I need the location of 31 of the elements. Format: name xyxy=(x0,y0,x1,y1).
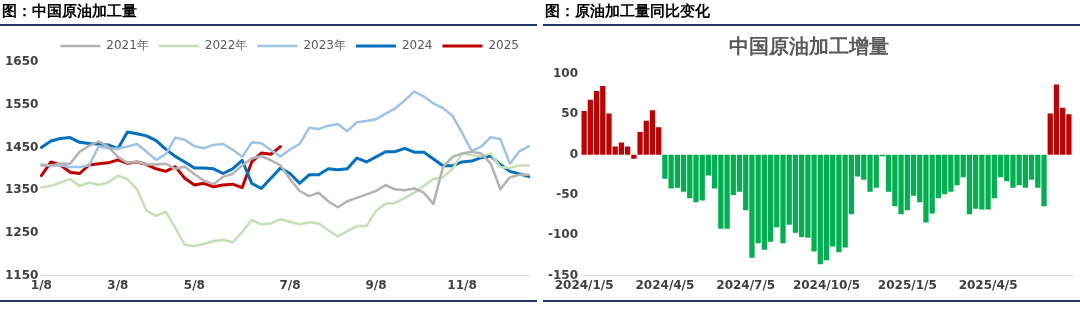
y-tick-label: 1450 xyxy=(4,139,39,154)
y-tick-label: 1550 xyxy=(4,96,39,111)
y-tick-label: -100 xyxy=(548,227,579,242)
x-tick-label: 7/8 xyxy=(279,277,301,292)
y-tick-label: -50 xyxy=(556,187,579,202)
x-tick-label: 11/8 xyxy=(447,277,477,292)
x-tick-label: 5/8 xyxy=(183,277,205,292)
y-tick-label: 1250 xyxy=(4,225,39,240)
y-tick-label: 1350 xyxy=(4,182,39,197)
legend-label: 2021年 xyxy=(106,38,149,53)
legend-label: 2025 xyxy=(488,38,520,53)
chart-subtitle: 中国原油加工增量 xyxy=(728,34,889,59)
x-tick-label: 2025/4/5 xyxy=(958,277,1018,292)
x-tick-label: 9/8 xyxy=(365,277,387,292)
x-tick-label: 2024/10/5 xyxy=(792,277,861,292)
y-tick-label: 50 xyxy=(561,106,579,121)
x-tick-label: 2024/1/5 xyxy=(554,277,614,292)
y-tick-label: 0 xyxy=(569,146,579,161)
chart-title: 图：原油加工量同比变化 xyxy=(543,0,1080,26)
x-tick-label: 1/8 xyxy=(30,277,52,292)
y-tick-label: 1650 xyxy=(4,54,39,69)
legend-label: 2022年 xyxy=(204,38,248,53)
x-tick-label: 3/8 xyxy=(107,277,129,292)
x-tick-label: 2024/4/5 xyxy=(635,277,695,292)
chart-title: 图：中国原油加工量 xyxy=(0,0,537,26)
legend-label: 2023年 xyxy=(303,38,346,53)
x-tick-label: 2024/7/5 xyxy=(716,277,776,292)
x-tick-label: 2025/1/5 xyxy=(877,277,937,292)
legend-label: 2024 xyxy=(401,38,433,53)
bar xyxy=(631,154,637,159)
y-tick-label: 100 xyxy=(552,66,579,81)
